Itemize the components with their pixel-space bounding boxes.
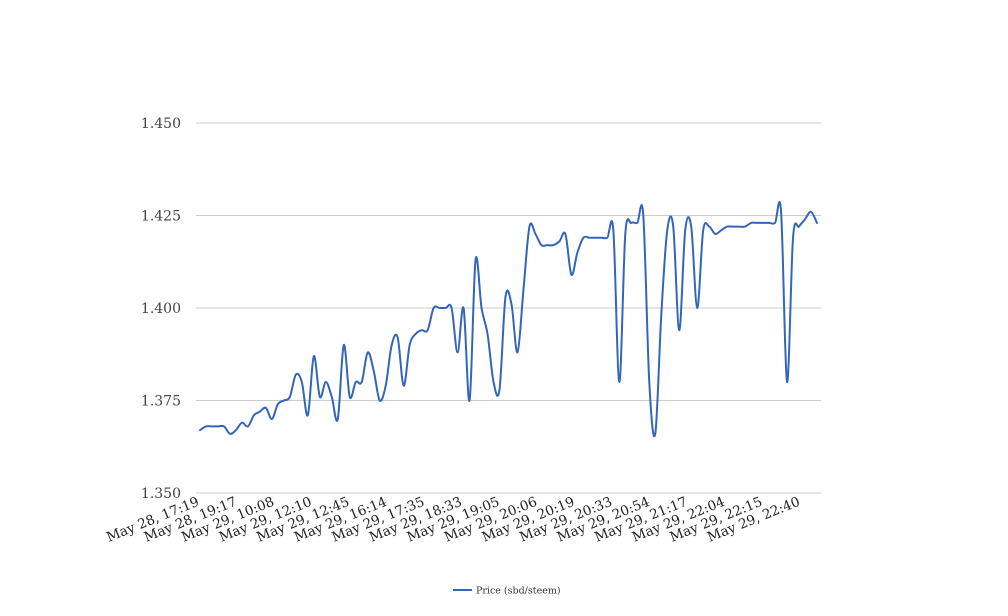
y-axis-ticks: 1.350 1.375 1.400 1.425 1.450: [141, 116, 181, 502]
legend: Price (sbd/steem): [453, 586, 561, 597]
y-tick-label: 1.375: [141, 394, 181, 410]
y-tick-label: 1.350: [141, 486, 181, 502]
y-tick-label: 1.450: [141, 116, 181, 132]
gridlines: [196, 122, 821, 494]
legend-label: Price (sbd/steem): [476, 586, 561, 597]
y-tick-label: 1.400: [141, 301, 181, 317]
price-series-line: [199, 201, 818, 438]
y-tick-label: 1.425: [141, 209, 181, 225]
